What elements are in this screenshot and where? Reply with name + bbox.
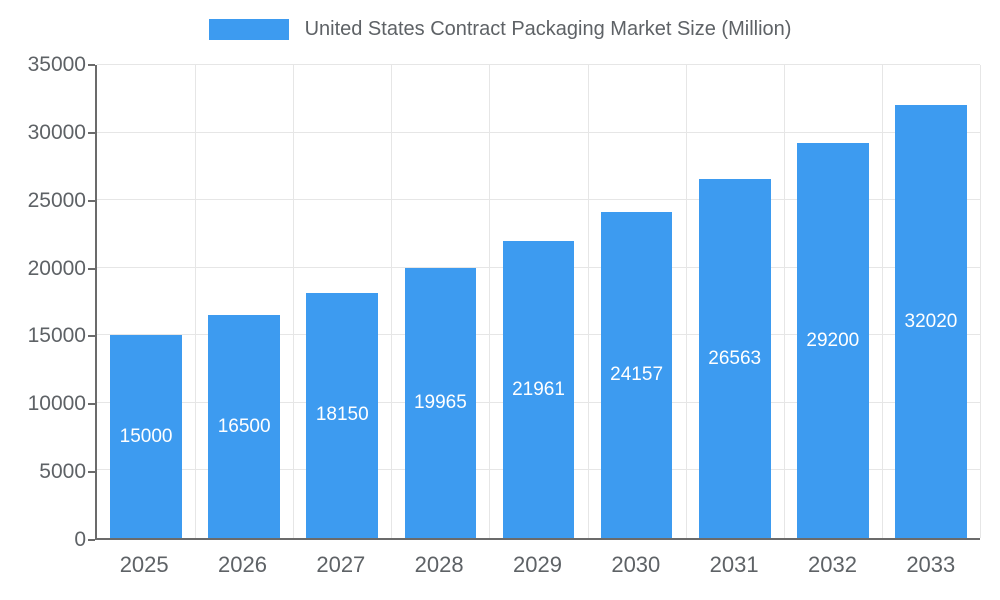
y-axis: 0 5000 10000 15000 20000 25000 30000 35000 bbox=[0, 53, 95, 551]
bar-value-label: 26563 bbox=[708, 347, 762, 369]
y-tick-label: 5000 bbox=[39, 460, 86, 484]
bar-value-label: 24157 bbox=[610, 363, 664, 385]
gridline-vertical bbox=[783, 65, 785, 538]
y-tick-label: 35000 bbox=[27, 53, 86, 76]
bar-2026[interactable]: 16500 bbox=[208, 315, 280, 538]
bar-value-label: 18150 bbox=[315, 404, 369, 426]
bar-value-label: 16500 bbox=[217, 415, 271, 437]
bar-2028[interactable]: 19965 bbox=[404, 268, 477, 538]
bar-slot: 18150 bbox=[293, 65, 391, 538]
bar-slot: 29200 bbox=[784, 65, 882, 538]
bar-value-label: 29200 bbox=[806, 329, 860, 351]
bar-slot: 24157 bbox=[588, 65, 686, 538]
y-tick-mark bbox=[88, 539, 95, 541]
bar-value-label: 15000 bbox=[119, 425, 173, 447]
gridline-horizontal bbox=[97, 199, 980, 201]
bar-2033[interactable]: 32020 bbox=[895, 105, 967, 538]
legend-swatch-icon bbox=[208, 19, 289, 40]
y-tick-label: 0 bbox=[74, 528, 86, 551]
x-tick-label: 2025 bbox=[119, 552, 169, 577]
y-tick-label: 20000 bbox=[27, 256, 86, 280]
gridline-vertical bbox=[587, 65, 589, 538]
x-tick-label: 2032 bbox=[807, 552, 857, 577]
gridline-vertical bbox=[391, 65, 393, 538]
bar-value-label: 21961 bbox=[512, 378, 565, 400]
y-tick-label: 25000 bbox=[27, 188, 86, 212]
y-tick-mark bbox=[88, 403, 95, 406]
gridline-horizontal bbox=[97, 131, 980, 133]
x-tick-label: 2031 bbox=[709, 552, 759, 577]
gridline-vertical bbox=[980, 65, 981, 538]
y-tick-mark bbox=[88, 199, 95, 202]
bar-2029[interactable]: 21961 bbox=[502, 241, 575, 538]
gridline-horizontal bbox=[97, 64, 980, 65]
bar-slot: 32020 bbox=[882, 65, 980, 538]
bar-slot: 19965 bbox=[391, 65, 489, 538]
bar-2032[interactable]: 29200 bbox=[797, 143, 869, 538]
y-tick-label: 10000 bbox=[27, 392, 86, 416]
bar-slot: 26563 bbox=[686, 65, 784, 538]
x-tick-label: 2026 bbox=[218, 552, 267, 577]
y-tick-mark bbox=[88, 64, 95, 66]
bars: 15000 16500 18150 19965 21961 24157 26563 29200… bbox=[97, 65, 980, 538]
gridline-vertical bbox=[489, 65, 491, 538]
bar-value-label: 19965 bbox=[413, 392, 467, 414]
gridline-vertical bbox=[685, 65, 687, 538]
x-tick-label: 2028 bbox=[414, 552, 464, 577]
x-tick-label: 2029 bbox=[513, 552, 562, 577]
y-tick-mark bbox=[88, 267, 95, 270]
x-tick-label: 2030 bbox=[611, 552, 661, 577]
y-tick-mark bbox=[88, 335, 95, 338]
gridline-vertical bbox=[195, 65, 197, 538]
gridline-vertical bbox=[293, 65, 295, 538]
gridline-vertical bbox=[881, 65, 883, 538]
bar-2025[interactable]: 15000 bbox=[110, 335, 182, 538]
y-tick-label: 15000 bbox=[27, 324, 86, 348]
x-tick-label: 2027 bbox=[316, 552, 366, 577]
y-tick-mark bbox=[88, 471, 95, 474]
bar-slot: 21961 bbox=[489, 65, 587, 538]
bar-2031[interactable]: 26563 bbox=[698, 179, 771, 538]
bar-2027[interactable]: 18150 bbox=[306, 292, 379, 538]
chart-legend[interactable]: United States Contract Packaging Market … bbox=[0, 18, 1000, 41]
legend-label: United States Contract Packaging Market … bbox=[304, 18, 792, 40]
bar-2030[interactable]: 24157 bbox=[600, 211, 673, 538]
bar-slot: 16500 bbox=[195, 65, 293, 538]
x-axis: 2025 2026 2027 2028 2029 2030 2031 2032 2033 bbox=[95, 552, 980, 578]
bar-slot: 15000 bbox=[97, 65, 195, 538]
y-tick-mark bbox=[88, 131, 95, 134]
y-tick-label: 30000 bbox=[27, 120, 86, 144]
bar-value-label: 32020 bbox=[904, 310, 958, 332]
x-tick-label: 2033 bbox=[906, 552, 956, 577]
plot-area: 15000 16500 18150 19965 21961 24157 26563 29200… bbox=[95, 64, 981, 540]
